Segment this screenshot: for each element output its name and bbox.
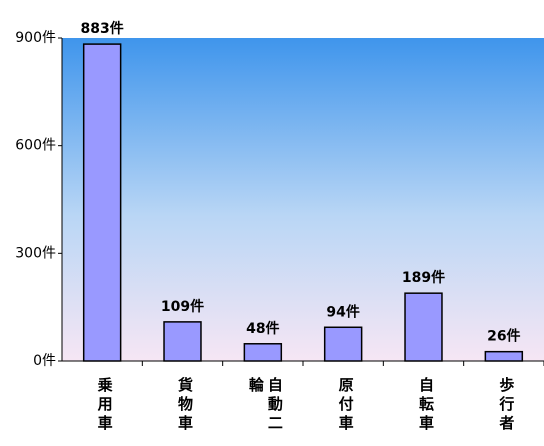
x-tick-label: 歩行者 — [497, 377, 516, 434]
bar — [243, 343, 283, 362]
x-tick-label: 自動二輪 — [246, 377, 284, 434]
bar — [484, 350, 524, 362]
x-tick-label: 自転車 — [417, 377, 435, 434]
y-tick-label: 300件 — [15, 245, 56, 261]
value-label: 189件 — [402, 269, 445, 286]
x-tick-label: 乗用車 — [95, 377, 114, 434]
bar — [163, 321, 202, 362]
y-tick-label: 900件 — [15, 30, 56, 46]
value-label: 94件 — [326, 303, 359, 320]
value-label: 26件 — [487, 328, 520, 345]
plot-area — [62, 38, 544, 361]
y-tick-label: 600件 — [15, 138, 56, 154]
x-tick-label: 原付車 — [336, 377, 355, 434]
bar — [404, 292, 443, 362]
x-tick-label: 貨物車 — [176, 377, 194, 434]
y-tick-label: 0件 — [33, 353, 56, 369]
value-label: 883件 — [81, 20, 124, 37]
bar — [323, 326, 363, 362]
value-label: 109件 — [161, 298, 204, 315]
value-label: 48件 — [246, 320, 279, 337]
bar — [82, 43, 122, 362]
